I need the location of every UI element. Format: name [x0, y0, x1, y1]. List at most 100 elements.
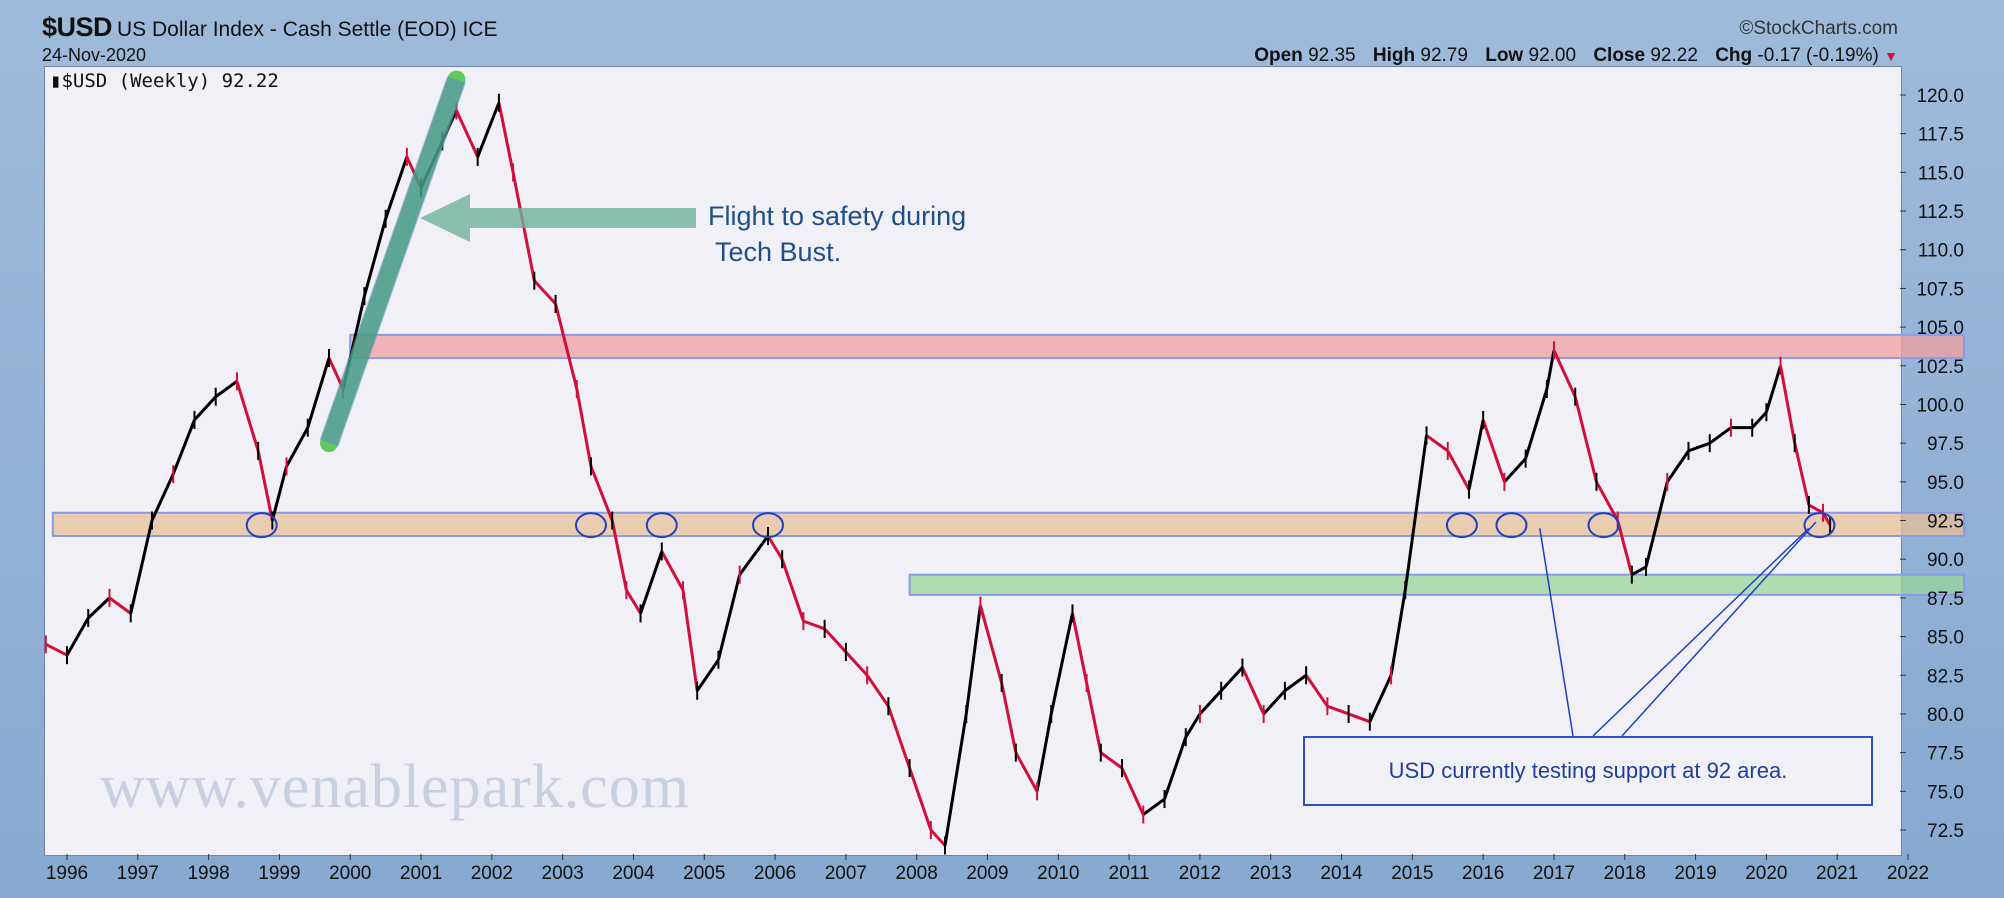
price-segment: [1000, 682, 1018, 753]
price-segment: [214, 380, 238, 398]
y-tick-label: 82.5: [1927, 666, 1964, 687]
price-segment: [285, 426, 310, 468]
x-tick-label: 2022: [1887, 863, 1929, 884]
price-segment: [1503, 457, 1527, 483]
price-segment: [1446, 450, 1471, 491]
price-segment: [1368, 674, 1393, 723]
price-segment: [716, 574, 742, 661]
price-segment: [1220, 666, 1244, 692]
series-legend: ▮$USD (Weekly) 92.22: [50, 70, 279, 92]
price-segment: [1552, 349, 1577, 398]
x-tick-label: 2018: [1604, 863, 1646, 884]
support-annotation-box: USD currently testing support at 92 area…: [1303, 736, 1873, 806]
price-segment: [1573, 396, 1598, 483]
price-segment: [1616, 520, 1634, 576]
price-segment: [1070, 613, 1089, 684]
support-band: [51, 511, 1965, 538]
x-tick-label: 2014: [1320, 863, 1363, 884]
price-segment: [1262, 689, 1286, 715]
symbol: $USD: [42, 12, 113, 42]
price-segment: [533, 279, 557, 305]
price-segment: [1014, 751, 1039, 793]
support-circle: [1445, 512, 1478, 539]
price-segment: [1184, 713, 1202, 738]
price-segment: [681, 589, 699, 691]
price-segment: [1595, 481, 1620, 522]
price-segment: [1808, 503, 1824, 515]
x-tick-label: 2000: [329, 863, 371, 884]
price-segment: [1049, 613, 1074, 715]
y-tick-label: 110.0: [1918, 241, 1964, 262]
x-tick-label: 2012: [1179, 863, 1221, 884]
legend-icon: ▮: [50, 70, 62, 92]
price-segment: [844, 651, 869, 677]
price-segment: [1120, 767, 1145, 816]
legend-text: $USD (Weekly) 92.22: [61, 70, 279, 92]
price-segment: [1403, 435, 1428, 591]
x-tick-label: 2021: [1816, 863, 1858, 884]
x-tick-label: 2015: [1391, 863, 1433, 884]
x-tick-label: 2020: [1745, 863, 1787, 884]
chart-title: US Dollar Index - Cash Settle (EOD) ICE: [117, 18, 497, 42]
price-segment: [45, 642, 68, 657]
price-segment: [87, 596, 111, 620]
x-tick-label: 1996: [46, 863, 88, 884]
lower-support-band: [908, 573, 1965, 596]
support-circle: [1803, 512, 1836, 539]
x-tick-label: 1998: [187, 863, 229, 884]
watermark: www.venablepark.com: [100, 753, 690, 821]
price-segment: [193, 395, 217, 421]
callout-line: [1592, 527, 1810, 737]
x-tick-label: 2008: [896, 863, 938, 884]
price-segment: [108, 596, 132, 615]
x-tick-label: 2002: [471, 863, 513, 884]
price-segment: [1687, 441, 1711, 453]
x-tick-label: 2009: [966, 863, 1008, 884]
x-tick-label: 2003: [542, 863, 584, 884]
y-tick-label: 120.0: [1916, 86, 1964, 107]
y-tick-label: 77.5: [1927, 744, 1964, 765]
high-label: High: [1372, 45, 1416, 66]
price-segment: [306, 357, 331, 429]
chg-label: Chg: [1715, 45, 1753, 66]
resistance-band: [349, 333, 1966, 360]
price-segment: [1284, 674, 1308, 692]
y-tick-label: 107.5: [1916, 279, 1964, 300]
price-segment: [738, 535, 770, 576]
support-circle: [645, 512, 678, 539]
price-segment: [943, 713, 968, 846]
price-segment: [1326, 704, 1350, 716]
price-segment: [497, 102, 515, 173]
y-tick-label: 85.0: [1927, 628, 1964, 649]
price-segment: [171, 419, 196, 475]
y-tick-label: 80.0: [1927, 705, 1964, 726]
price-segment: [1821, 512, 1832, 526]
copyright-icon: ©: [1739, 18, 1754, 39]
x-tick-label: 2010: [1037, 863, 1079, 884]
open-label: Open: [1254, 45, 1303, 66]
high-value: 92.79: [1420, 45, 1468, 66]
y-tick-label: 90.0: [1927, 550, 1964, 571]
price-segment: [1389, 589, 1407, 676]
trend-channel: [319, 70, 466, 453]
price-segment: [1631, 565, 1647, 577]
price-segment: [1524, 388, 1549, 460]
support-circle: [245, 512, 278, 539]
price-segment: [929, 828, 947, 847]
ohlc-summary: Open 92.35 High 92.79 Low 92.00 Close 92…: [1254, 45, 1898, 67]
price-segment: [1163, 736, 1188, 800]
price-segment: [235, 380, 260, 452]
support-circle: [751, 512, 784, 539]
price-segment: [575, 388, 593, 467]
y-tick-label: 112.5: [1918, 202, 1964, 223]
x-tick-label: 2011: [1109, 863, 1150, 884]
price-segment: [886, 705, 912, 769]
y-tick-label: 95.0: [1927, 473, 1964, 494]
price-segment: [802, 619, 826, 631]
x-tick-label: 2005: [683, 863, 725, 884]
price-segment: [978, 605, 1004, 684]
support-circle: [574, 512, 607, 539]
x-tick-label: 2017: [1533, 863, 1575, 884]
